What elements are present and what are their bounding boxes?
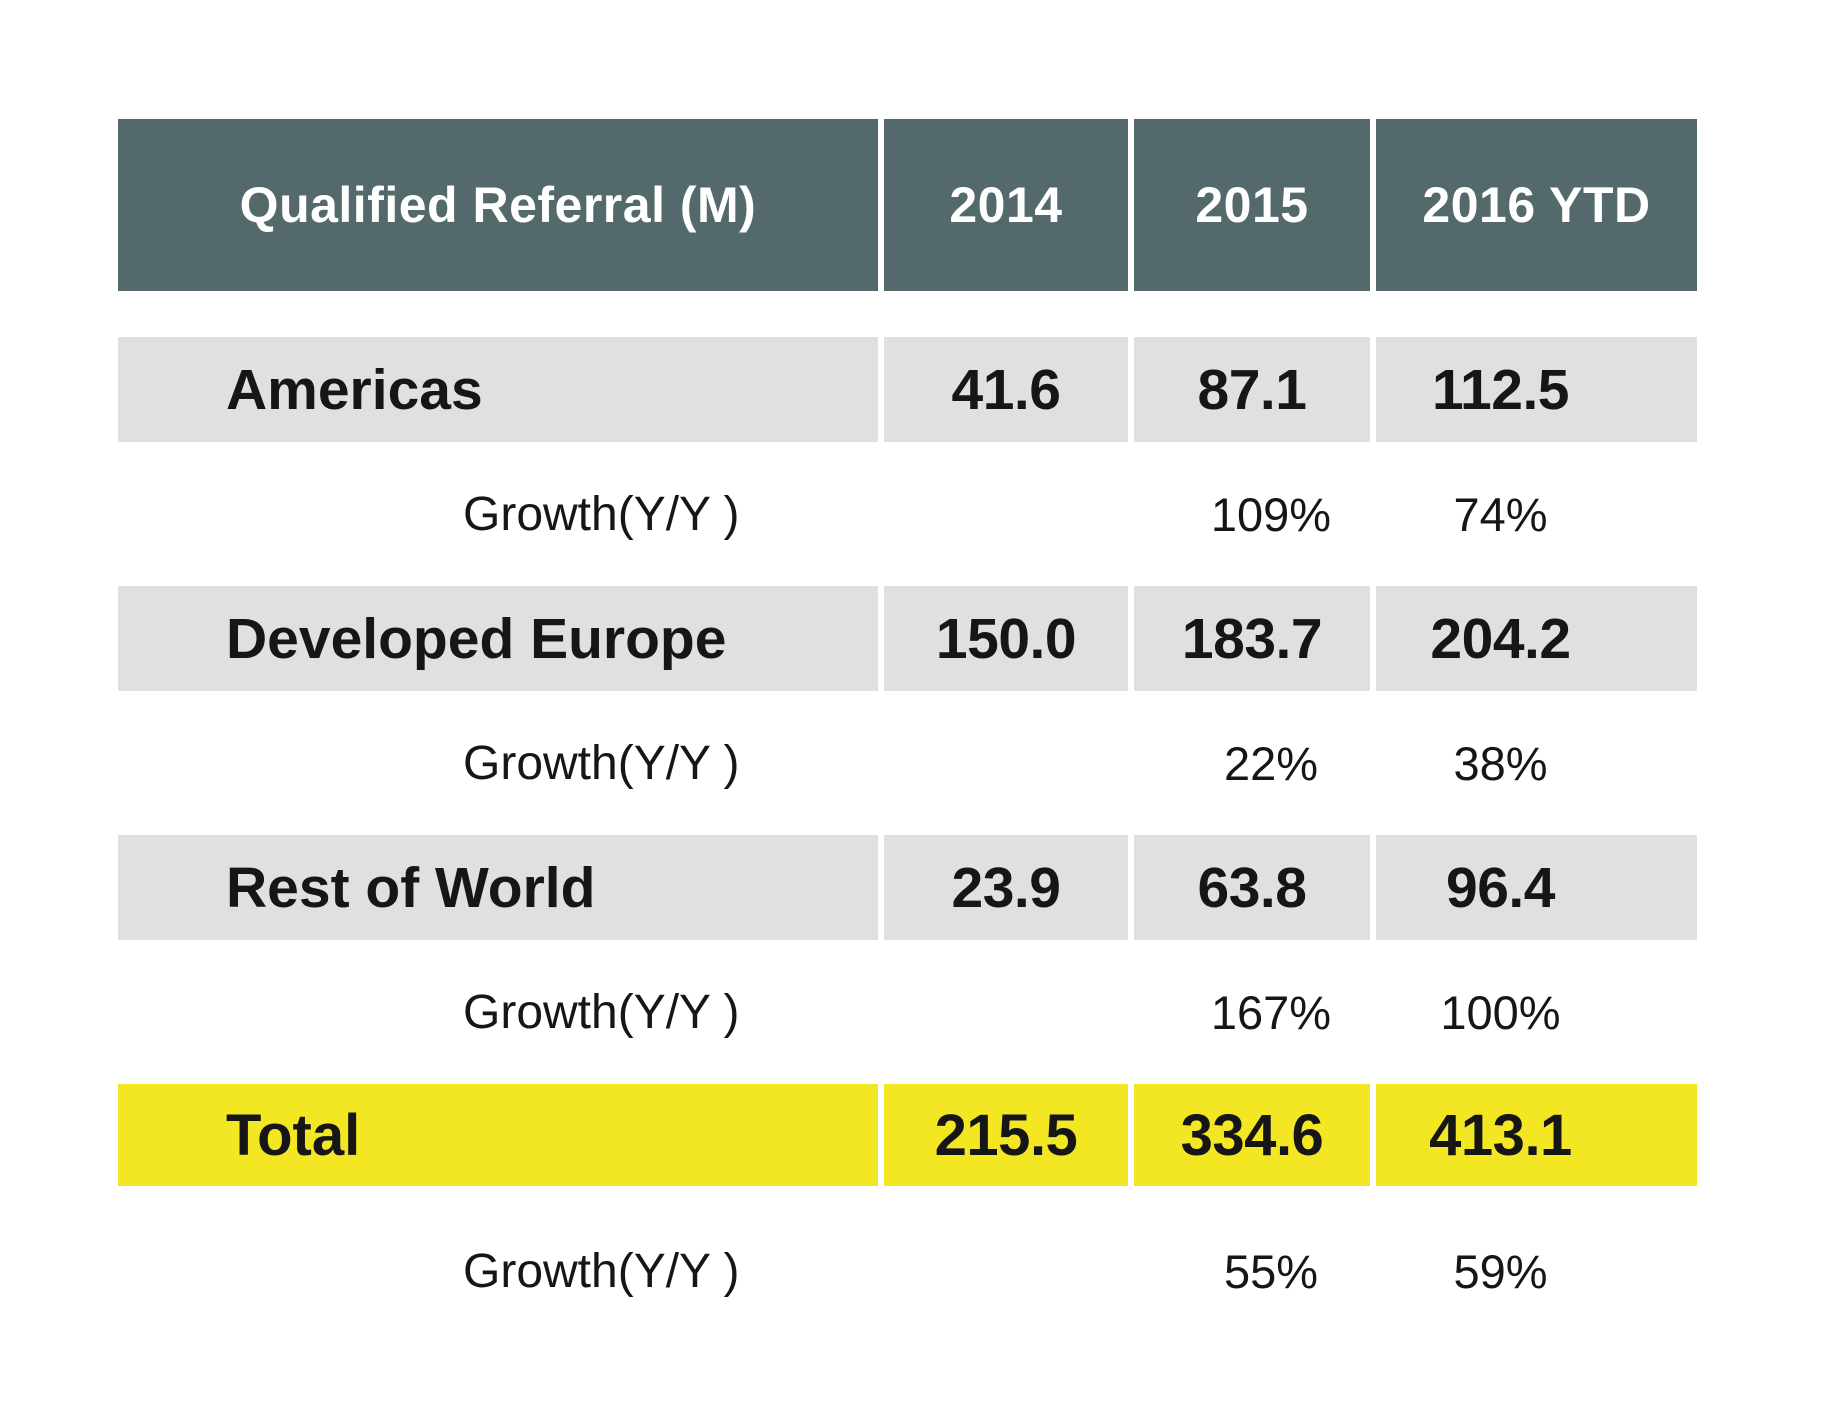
growth-label: Growth(Y/Y ) <box>463 985 740 1039</box>
value-cell-europe-2015: 183.7 <box>1134 586 1370 691</box>
growth-cell-europe-2015: 22% <box>1134 691 1370 835</box>
growth-cell-empty-2014 <box>884 691 1128 835</box>
value-text: 204.2 <box>1430 606 1571 671</box>
growth-cell-row-2016: 100% <box>1376 940 1697 1084</box>
growth-row-total: Growth(Y/Y ) 55% 59% <box>118 1186 1704 1356</box>
total-label-cell: Total <box>118 1084 878 1186</box>
value-text: 23.9 <box>951 855 1061 920</box>
growth-row-rest-of-world: Growth(Y/Y ) 167% 100% <box>118 940 1704 1084</box>
growth-value-text: 38% <box>1453 736 1548 790</box>
growth-value-text: 100% <box>1440 985 1561 1039</box>
value-cell-total-2016: 413.1 <box>1376 1084 1697 1186</box>
value-text: 334.6 <box>1180 1102 1324 1168</box>
table-header-row: Qualified Referral (M) 2014 2015 2016 YT… <box>118 119 1704 291</box>
growth-value-text: 22% <box>1223 736 1319 790</box>
value-cell-total-2014: 215.5 <box>884 1084 1128 1186</box>
value-text: 112.5 <box>1432 357 1570 422</box>
value-cell-row-2014: 23.9 <box>884 835 1128 940</box>
header-cell-2014: 2014 <box>884 119 1128 291</box>
growth-cell-total-2015: 55% <box>1134 1186 1370 1356</box>
growth-cell-americas-2016: 74% <box>1376 442 1697 586</box>
growth-row-developed-europe: Growth(Y/Y ) 22% 38% <box>118 691 1704 835</box>
value-text: 215.5 <box>934 1102 1078 1168</box>
growth-cell-empty-2014 <box>884 1186 1128 1356</box>
growth-cell-americas-2015: 109% <box>1134 442 1370 586</box>
growth-value-text: 167% <box>1210 985 1332 1039</box>
header-cell-2016-ytd: 2016 YTD <box>1376 119 1697 291</box>
row-americas: Americas 41.6 87.1 112.5 <box>118 337 1704 442</box>
growth-cell-total-2016: 59% <box>1376 1186 1697 1356</box>
header-cell-metric: Qualified Referral (M) <box>118 119 878 291</box>
growth-value-text: 109% <box>1210 487 1332 541</box>
growth-cell-empty-2014 <box>884 940 1128 1084</box>
region-label: Developed Europe <box>226 606 727 671</box>
growth-label: Growth(Y/Y ) <box>463 736 740 790</box>
value-cell-row-2016: 96.4 <box>1376 835 1697 940</box>
total-label: Total <box>226 1102 361 1168</box>
value-cell-total-2015: 334.6 <box>1134 1084 1370 1186</box>
value-text: 87.1 <box>1197 357 1307 422</box>
value-cell-americas-2015: 87.1 <box>1134 337 1370 442</box>
value-cell-europe-2014: 150.0 <box>884 586 1128 691</box>
column-header-2014: 2014 <box>949 177 1063 233</box>
region-label-cell: Americas <box>118 337 878 442</box>
growth-label: Growth(Y/Y ) <box>463 1244 740 1298</box>
growth-row-americas: Growth(Y/Y ) 109% 74% <box>118 442 1704 586</box>
column-header-2015: 2015 <box>1195 177 1309 233</box>
value-cell-americas-2016: 112.5 <box>1376 337 1697 442</box>
region-label: Rest of World <box>226 855 596 920</box>
growth-label-cell: Growth(Y/Y ) <box>118 1186 878 1356</box>
value-text: 413.1 <box>1429 1102 1572 1168</box>
qualified-referral-table: Qualified Referral (M) 2014 2015 2016 YT… <box>118 119 1704 1356</box>
value-cell-europe-2016: 204.2 <box>1376 586 1697 691</box>
row-developed-europe: Developed Europe 150.0 183.7 204.2 <box>118 586 1704 691</box>
value-text: 63.8 <box>1197 855 1307 920</box>
growth-cell-row-2015: 167% <box>1134 940 1370 1084</box>
row-rest-of-world: Rest of World 23.9 63.8 96.4 <box>118 835 1704 940</box>
growth-value-text: 55% <box>1223 1244 1319 1298</box>
value-cell-row-2015: 63.8 <box>1134 835 1370 940</box>
growth-label-cell: Growth(Y/Y ) <box>118 940 878 1084</box>
value-text: 150.0 <box>935 606 1077 671</box>
row-total: Total 215.5 334.6 413.1 <box>118 1084 1704 1186</box>
value-text: 41.6 <box>951 357 1061 422</box>
value-cell-americas-2014: 41.6 <box>884 337 1128 442</box>
growth-cell-empty-2014 <box>884 442 1128 586</box>
value-text: 96.4 <box>1446 855 1555 920</box>
table-title: Qualified Referral (M) <box>239 177 757 233</box>
region-label-cell: Developed Europe <box>118 586 878 691</box>
growth-value-text: 59% <box>1453 1244 1548 1298</box>
growth-cell-europe-2016: 38% <box>1376 691 1697 835</box>
region-label-cell: Rest of World <box>118 835 878 940</box>
growth-label-cell: Growth(Y/Y ) <box>118 691 878 835</box>
growth-value-text: 74% <box>1453 487 1548 541</box>
growth-label-cell: Growth(Y/Y ) <box>118 442 878 586</box>
growth-label: Growth(Y/Y ) <box>463 487 740 541</box>
header-cell-2015: 2015 <box>1134 119 1370 291</box>
region-label: Americas <box>226 357 483 422</box>
value-text: 183.7 <box>1181 606 1323 671</box>
column-header-2016-ytd: 2016 YTD <box>1422 177 1651 233</box>
